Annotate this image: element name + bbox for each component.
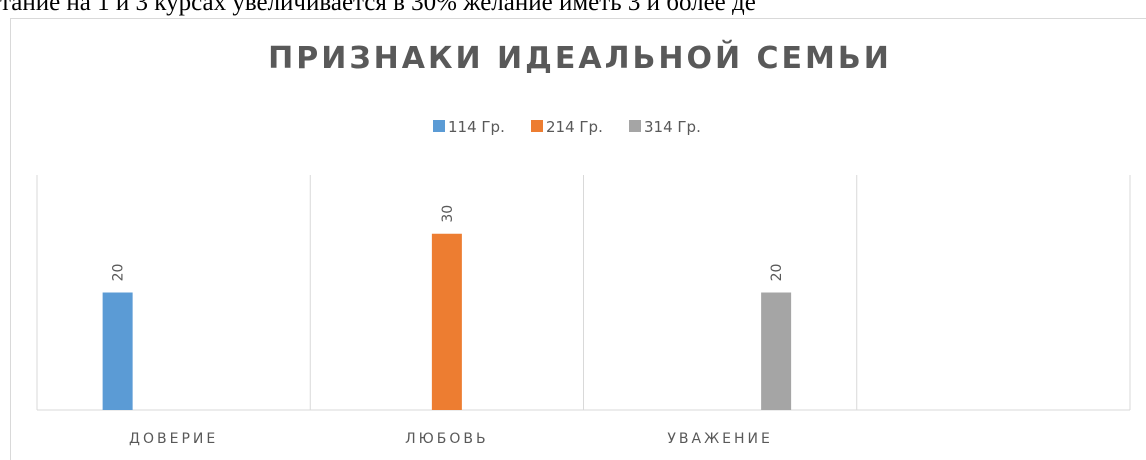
bar xyxy=(102,292,133,410)
legend-label: 314 Гр. xyxy=(644,118,701,136)
bar xyxy=(761,292,792,410)
legend-label: 214 Гр. xyxy=(546,118,603,136)
chart-title: ПРИЗНАКИ ИДЕАЛЬНОЙ СЕМЬИ xyxy=(268,40,892,76)
value-label: 20 xyxy=(769,264,785,282)
legend-label: 114 Гр. xyxy=(448,118,505,136)
chart-frame xyxy=(10,18,1146,460)
page-text: тание на 1 и 3 курсах увеличивается в 30… xyxy=(0,0,756,16)
legend-swatch xyxy=(531,120,543,132)
x-tick-label: ЛЮБОВЬ xyxy=(405,431,488,447)
value-label: 20 xyxy=(111,264,127,282)
bar xyxy=(431,233,462,410)
legend-swatch xyxy=(629,120,641,132)
legend-swatch xyxy=(433,120,445,132)
x-tick-label: ДОВЕРИЕ xyxy=(129,431,218,447)
x-tick-label: УВАЖЕНИЕ xyxy=(667,431,772,447)
value-label: 30 xyxy=(440,205,456,223)
